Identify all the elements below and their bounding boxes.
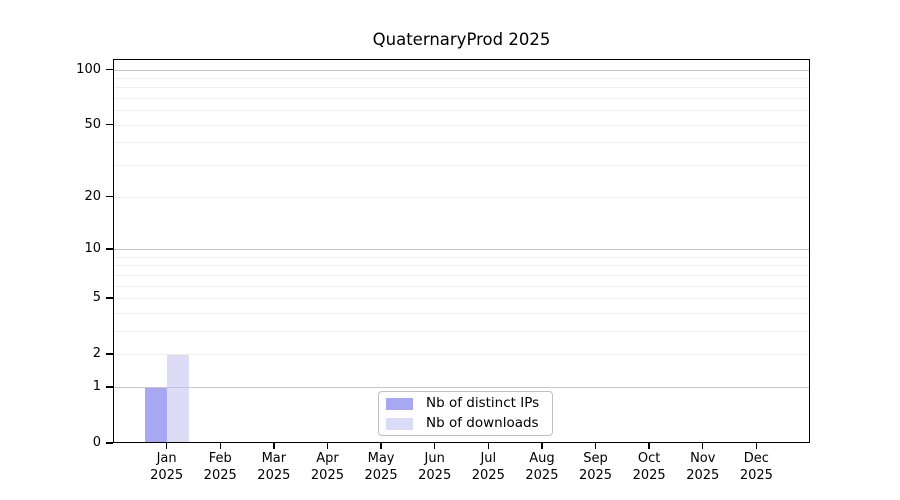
x-tick-mark — [165, 443, 168, 449]
y-tick-label: 10 — [84, 240, 101, 256]
y-tick-mark — [106, 297, 113, 299]
x-tick-label: Jan 2025 — [150, 451, 184, 483]
x-tick-label: Aug 2025 — [525, 451, 559, 483]
y-tick-label: 100 — [76, 61, 101, 77]
legend-swatch-distinct-ips — [386, 397, 413, 410]
y-tick-label: 50 — [84, 116, 101, 132]
x-tick-label: Oct 2025 — [632, 451, 666, 483]
x-tick-label: Nov 2025 — [686, 451, 720, 483]
legend-item-distinct-ips: Nb of distinct IPs — [386, 395, 545, 412]
gridline-minor — [114, 87, 809, 89]
y-tick-mark — [106, 248, 113, 250]
bar-nb-of-distinct-ips-jan — [144, 386, 167, 442]
y-tick-mark — [106, 68, 113, 71]
x-tick-label: Jun 2025 — [418, 451, 452, 483]
y-tick-label: 20 — [84, 188, 101, 204]
x-tick-mark — [648, 443, 650, 449]
y-tick-mark — [106, 386, 113, 388]
gridline-minor — [114, 297, 809, 299]
gridline-minor — [114, 256, 809, 258]
gridline-minor — [114, 265, 809, 267]
x-tick-mark — [487, 443, 489, 449]
chart-title: QuaternaryProd 2025 — [372, 30, 551, 49]
legend-item-downloads: Nb of downloads — [386, 415, 545, 432]
gridline-minor — [114, 312, 809, 314]
gridline-minor — [114, 142, 809, 144]
legend-label-downloads: Nb of downloads — [426, 415, 539, 431]
y-tick-label: 0 — [92, 435, 101, 450]
legend-swatch-downloads — [386, 417, 413, 430]
gridline-minor — [114, 354, 809, 356]
y-tick-label: 5 — [92, 289, 101, 305]
x-tick-mark — [594, 443, 597, 449]
gridline-minor — [114, 77, 809, 79]
x-tick-label: Sep 2025 — [578, 451, 613, 483]
legend: Nb of distinct IPs Nb of downloads — [378, 391, 553, 436]
x-tick-mark — [755, 443, 758, 449]
gridline-major — [114, 386, 809, 388]
x-tick-mark — [702, 443, 704, 449]
x-tick-label: Dec 2025 — [739, 451, 773, 483]
x-tick-label: Feb 2025 — [203, 451, 237, 483]
gridline-minor — [114, 124, 809, 126]
x-tick-mark — [380, 443, 382, 449]
gridline-minor — [114, 110, 809, 112]
y-tick-mark — [106, 442, 113, 444]
x-tick-label: Mar 2025 — [257, 451, 291, 483]
y-tick-mark — [106, 195, 113, 198]
gridline-minor — [114, 330, 809, 332]
x-tick-mark — [219, 443, 221, 449]
gridline-minor — [114, 98, 809, 100]
y-tick-mark — [106, 353, 113, 355]
gridline-minor — [114, 196, 809, 198]
plot-area — [113, 59, 810, 443]
bar-nb-of-downloads-jan — [166, 354, 189, 442]
x-tick-label: Apr 2025 — [310, 451, 344, 483]
y-tick-mark — [106, 124, 113, 126]
gridline-major — [114, 248, 809, 250]
x-tick-label: Jul 2025 — [471, 451, 505, 483]
x-tick-mark — [433, 443, 436, 449]
x-tick-mark — [541, 443, 543, 449]
gridline-minor — [114, 285, 809, 287]
x-tick-mark — [326, 443, 329, 449]
y-tick-label: 2 — [92, 346, 101, 362]
gridline-minor — [114, 274, 809, 276]
x-tick-mark — [273, 443, 275, 449]
gridline-major — [114, 69, 809, 71]
x-tick-label: May 2025 — [364, 451, 398, 483]
y-tick-label: 1 — [92, 378, 101, 394]
gridline-minor — [114, 165, 809, 167]
legend-label-distinct-ips: Nb of distinct IPs — [426, 395, 540, 411]
